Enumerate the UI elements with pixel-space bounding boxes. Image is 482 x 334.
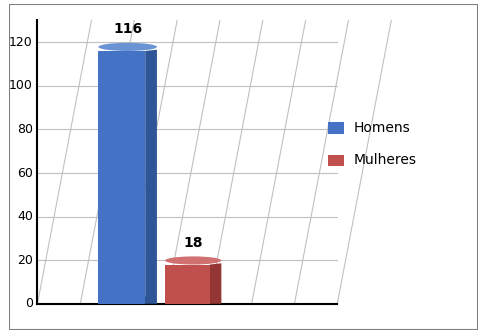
- Ellipse shape: [165, 296, 221, 304]
- Text: 116: 116: [113, 22, 142, 36]
- Polygon shape: [328, 122, 344, 134]
- Polygon shape: [210, 263, 221, 304]
- Polygon shape: [98, 51, 145, 304]
- Polygon shape: [328, 155, 344, 166]
- Text: Mulheres: Mulheres: [354, 154, 417, 167]
- Polygon shape: [165, 265, 210, 304]
- Text: Homens: Homens: [354, 121, 411, 135]
- Text: 40: 40: [17, 210, 33, 223]
- Text: 120: 120: [9, 36, 33, 49]
- Text: 0: 0: [25, 297, 33, 310]
- Ellipse shape: [165, 257, 221, 265]
- Text: 18: 18: [184, 236, 203, 250]
- Ellipse shape: [98, 296, 157, 304]
- Polygon shape: [145, 50, 157, 304]
- Text: 20: 20: [17, 254, 33, 267]
- Text: 80: 80: [17, 123, 33, 136]
- Text: 60: 60: [17, 167, 33, 179]
- Text: 100: 100: [9, 79, 33, 92]
- Polygon shape: [38, 20, 337, 304]
- Ellipse shape: [98, 43, 157, 51]
